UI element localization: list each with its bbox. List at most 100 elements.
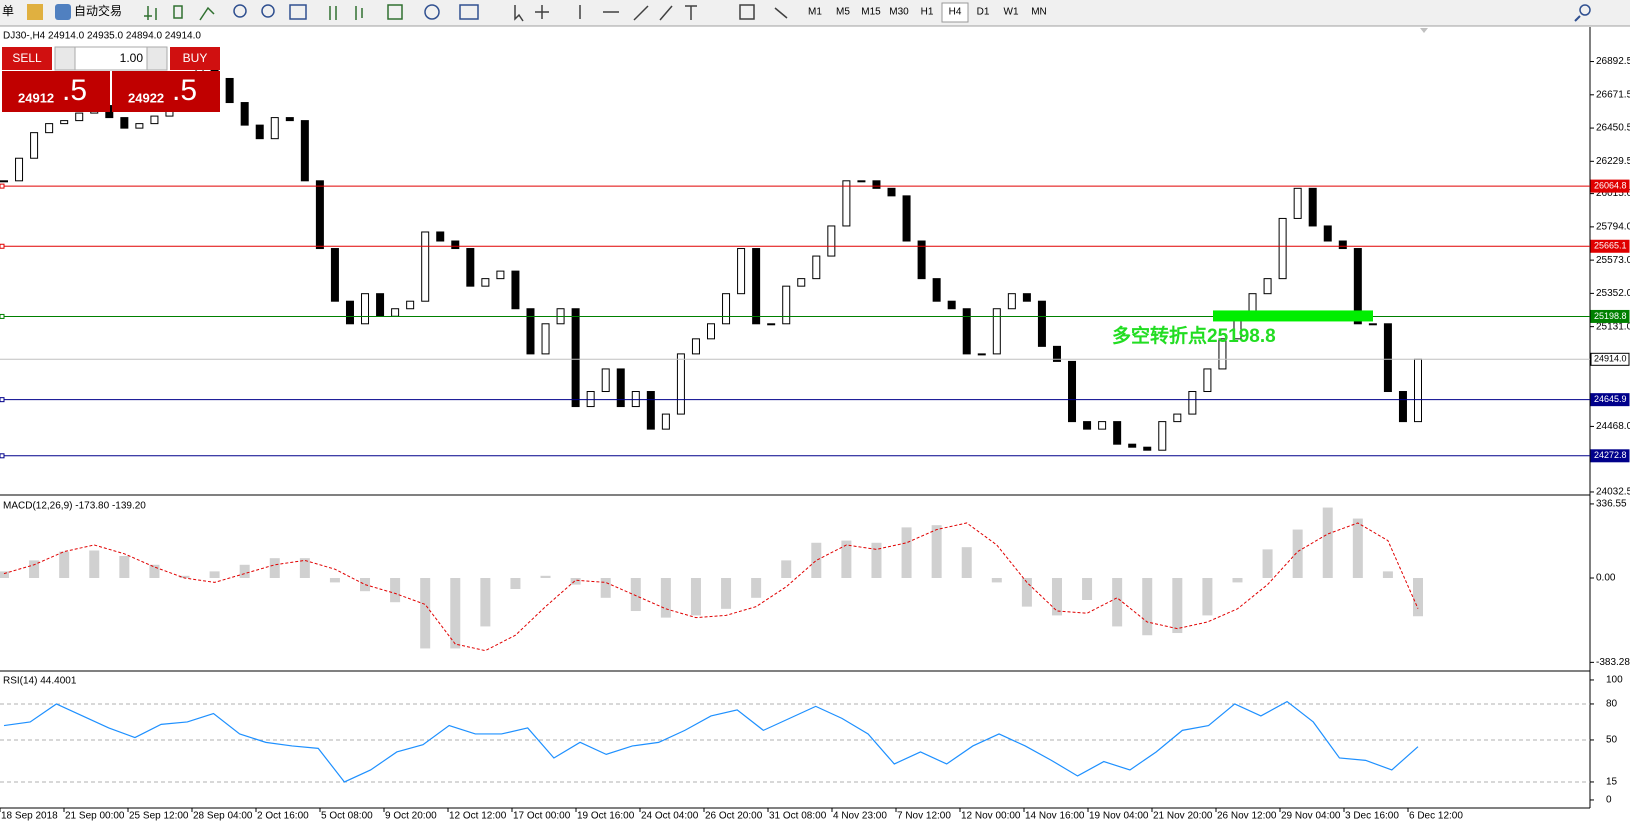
- candle: [1052, 345, 1061, 362]
- toolbar-icons: [144, 4, 1591, 22]
- y-tick-label: 80: [1606, 699, 1618, 710]
- candle: [722, 293, 731, 325]
- x-tick-label: 4 Nov 23:00: [833, 811, 887, 822]
- candle: [225, 77, 234, 104]
- rsi-line: [3, 700, 1419, 783]
- y-tick-label: 26892.5: [1596, 56, 1630, 67]
- macd-bar: [119, 555, 130, 578]
- macd-bar: [660, 577, 671, 618]
- icon[interactable]: [1579, 4, 1591, 16]
- macd-bar: [1082, 577, 1093, 601]
- bid-box[interactable]: [2, 71, 110, 112]
- y-tick-label: 26671.5: [1596, 89, 1630, 100]
- icon[interactable]: [329, 6, 363, 20]
- icon[interactable]: [1574, 15, 1581, 22]
- icon[interactable]: [144, 6, 157, 20]
- icon[interactable]: [261, 4, 275, 18]
- candle: [947, 300, 956, 310]
- timeframe-button[interactable]: M1: [808, 7, 822, 18]
- x-tick-label: 24 Oct 04:00: [641, 811, 699, 822]
- buy-label[interactable]: BUY: [183, 51, 208, 65]
- candle: [466, 248, 475, 287]
- buy-button[interactable]: [170, 47, 220, 70]
- candle: [436, 231, 445, 242]
- candle: [1158, 421, 1167, 451]
- icon[interactable]: [27, 4, 43, 20]
- candle: [376, 293, 385, 317]
- shift-marker: [1420, 28, 1428, 33]
- y-tick-label: 26450.5: [1596, 123, 1630, 134]
- sell-button[interactable]: [2, 47, 52, 70]
- menu-text[interactable]: 单: [2, 4, 14, 18]
- x-tick-label: 17 Oct 00:00: [513, 811, 571, 822]
- x-tick-label: 9 Oct 20:00: [385, 811, 437, 822]
- candle: [992, 308, 1001, 355]
- x-tick-label: 6 Dec 12:00: [1409, 811, 1463, 822]
- x-tick-label: 31 Oct 08:00: [769, 811, 827, 822]
- icon[interactable]: [387, 4, 403, 20]
- candle: [1037, 300, 1046, 347]
- macd-bar: [329, 577, 340, 583]
- bid-main[interactable]: 24912: [18, 90, 54, 105]
- candle: [300, 120, 309, 182]
- icon[interactable]: [514, 4, 788, 22]
- candle: [421, 231, 430, 302]
- macd-bar: [269, 558, 280, 578]
- icon[interactable]: [233, 4, 247, 18]
- ask-main[interactable]: 24922: [128, 90, 164, 105]
- sell-label[interactable]: SELL: [12, 51, 42, 65]
- candle: [872, 180, 881, 189]
- y-tick-label: -383.28: [1596, 657, 1630, 668]
- icon[interactable]: [199, 6, 215, 21]
- candle: [1368, 323, 1377, 326]
- macd-bar: [1352, 518, 1363, 578]
- candle: [827, 225, 836, 257]
- ask-box[interactable]: [112, 71, 220, 112]
- candle: [767, 323, 776, 326]
- candle: [707, 323, 715, 340]
- macd-bar: [1051, 577, 1062, 616]
- macd-bar: [450, 577, 461, 649]
- candle: [1188, 391, 1197, 415]
- candle: [797, 278, 806, 287]
- candle: [511, 270, 520, 310]
- icon[interactable]: [289, 4, 307, 20]
- icon[interactable]: [173, 5, 183, 19]
- y-tick-label: 50: [1606, 735, 1618, 746]
- candle: [752, 248, 761, 325]
- candle: [962, 308, 971, 355]
- y-tick-label: 26229.5: [1596, 156, 1630, 167]
- timeframe-button[interactable]: H1: [921, 7, 934, 18]
- macd-bar: [59, 551, 70, 578]
- timeframe-button[interactable]: W1: [1004, 7, 1019, 18]
- candle: [1143, 446, 1152, 451]
- lot-down[interactable]: [54, 46, 76, 71]
- level-anchor: [0, 453, 5, 459]
- level-anchor: [0, 313, 5, 319]
- timeframe-button[interactable]: H4: [949, 7, 962, 18]
- macd-bar: [510, 577, 521, 590]
- auto-trade[interactable]: 自动交易: [74, 3, 122, 18]
- lot-value[interactable]: 1.00: [120, 51, 144, 65]
- candle: [1173, 413, 1182, 423]
- candle: [45, 123, 54, 134]
- icon[interactable]: [55, 4, 71, 20]
- icon[interactable]: [424, 4, 440, 20]
- lot-up[interactable]: [146, 46, 168, 71]
- candle: [361, 293, 370, 325]
- y-tick-label: 25131.0: [1596, 321, 1630, 332]
- macd-bar: [871, 542, 882, 578]
- y-tick-label: 100: [1606, 675, 1623, 686]
- timeframe-button[interactable]: MN: [1031, 7, 1047, 18]
- timeframe-button[interactable]: D1: [977, 7, 990, 18]
- timeframe-button[interactable]: M5: [836, 7, 850, 18]
- timeframe-button[interactable]: M30: [889, 7, 909, 18]
- timeframe-button[interactable]: M15: [861, 7, 881, 18]
- bid-tail[interactable]: .5: [62, 74, 87, 107]
- candle: [782, 285, 791, 325]
- icon[interactable]: [459, 4, 479, 20]
- macd-bar: [209, 571, 220, 578]
- level-tag: [1590, 352, 1630, 366]
- ask-tail[interactable]: .5: [172, 74, 197, 107]
- candle: [917, 240, 926, 280]
